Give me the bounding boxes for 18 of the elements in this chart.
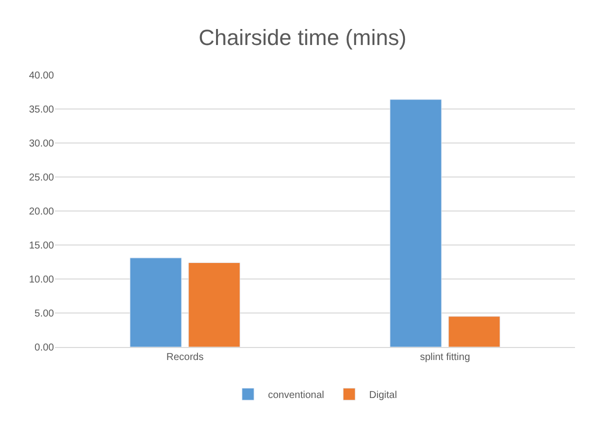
legend-label: conventional <box>268 390 324 402</box>
y-tick-label: 15.00 <box>28 240 54 252</box>
y-tick-label: 0.00 <box>34 342 54 354</box>
y-tick-label: 20.00 <box>28 206 54 218</box>
bar <box>390 99 442 347</box>
bar <box>448 316 500 347</box>
y-tick-label: 5.00 <box>34 308 54 320</box>
bar <box>188 262 240 347</box>
y-tick-label: 35.00 <box>28 104 54 116</box>
y-tick-label: 10.00 <box>28 274 54 286</box>
bar <box>130 258 182 347</box>
x-tick-label: splint fitting <box>420 352 470 363</box>
y-tick-label: 30.00 <box>28 138 54 150</box>
y-tick-label: 25.00 <box>28 172 54 184</box>
y-tick-label: 40.00 <box>28 70 54 82</box>
chart-title: Chairside time (mins) <box>198 24 406 50</box>
legend-label: Digital <box>369 390 397 402</box>
x-tick-label: Records <box>166 352 204 363</box>
